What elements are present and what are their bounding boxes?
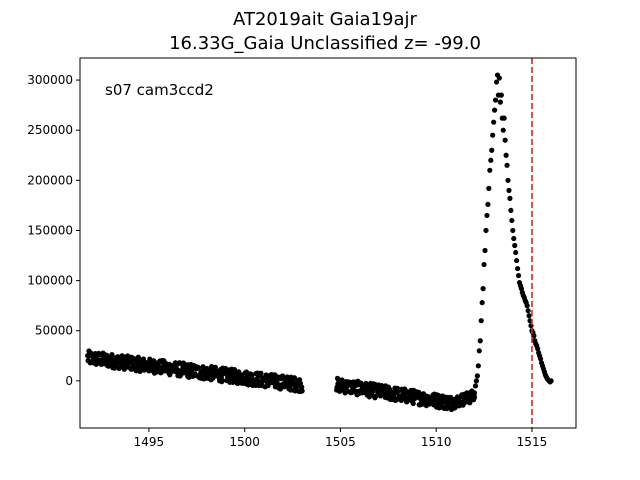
data-point: [510, 227, 516, 234]
data-point: [548, 378, 554, 384]
data-point: [505, 177, 511, 183]
y-axis: 0 50000 100000 150000 200000 250000 300000: [27, 73, 80, 388]
data-point: [258, 370, 264, 376]
data-point: [515, 272, 522, 279]
data-point: [492, 97, 499, 103]
data-point: [195, 365, 201, 371]
data-point: [477, 338, 483, 344]
data-point: [489, 147, 495, 153]
y-tick-label: 50000: [35, 324, 73, 338]
data-point: [524, 303, 530, 309]
data-point: [352, 388, 358, 394]
data-point: [514, 265, 521, 272]
data-point: [535, 346, 541, 352]
data-point: [339, 377, 345, 383]
data-point: [219, 377, 225, 383]
data-point: [497, 99, 503, 105]
data-point: [479, 300, 485, 306]
data-point: [525, 308, 531, 314]
data-point: [514, 257, 520, 264]
data-point: [508, 207, 514, 214]
x-tick-label: 1505: [325, 435, 356, 449]
chart-title-line-1: AT2019ait Gaia19ajr: [233, 9, 417, 30]
data-point: [473, 378, 480, 384]
sector-annotation: s07 cam3ccd2: [105, 81, 214, 99]
data-point: [490, 132, 496, 138]
data-point: [511, 235, 517, 242]
data-point: [503, 152, 509, 158]
data-point: [512, 242, 518, 249]
data-point: [528, 323, 534, 329]
data-point: [475, 363, 481, 369]
data-point: [526, 313, 532, 319]
data-point: [485, 201, 491, 207]
x-axis: 1495 1500 1505 1510 1515: [134, 428, 548, 449]
data-point: [471, 394, 478, 400]
x-tick-label: 1495: [134, 435, 165, 449]
y-tick-label: 0: [65, 374, 73, 388]
data-point: [483, 227, 489, 234]
data-point: [492, 107, 498, 113]
y-tick-label: 200000: [27, 173, 73, 187]
data-point: [291, 375, 298, 381]
x-tick-label: 1510: [421, 435, 452, 449]
data-point: [212, 364, 218, 370]
y-tick-label: 250000: [27, 123, 73, 137]
data-point: [487, 167, 493, 173]
data-point: [500, 127, 506, 133]
data-point: [480, 286, 486, 292]
data-point: [476, 348, 482, 354]
plot-frame: [79, 57, 577, 429]
data-point: [478, 318, 484, 324]
data-point: [537, 356, 544, 362]
data-point: [502, 137, 508, 143]
data-point: [109, 352, 115, 358]
y-tick-label: 300000: [27, 73, 73, 87]
data-point: [474, 373, 480, 379]
data-point: [496, 75, 502, 81]
x-tick-label: 1515: [517, 435, 548, 449]
data-point: [491, 119, 497, 125]
data-point: [299, 384, 305, 390]
data-point: [509, 217, 515, 224]
data-point: [482, 247, 488, 254]
data-point: [488, 157, 494, 163]
data-point: [507, 195, 513, 201]
data-point: [506, 187, 512, 193]
data-point: [498, 92, 504, 98]
data-point: [518, 286, 525, 292]
data-point: [416, 389, 422, 395]
chart-title-line-2: 16.33G_Gaia Unclassified z= -99.0: [169, 33, 481, 54]
x-tick-label: 1500: [229, 435, 260, 449]
data-point: [504, 162, 510, 168]
data-point: [133, 368, 139, 374]
data-points: [85, 72, 554, 413]
data-point: [471, 390, 478, 396]
data-point: [481, 261, 487, 268]
data-point: [279, 373, 286, 379]
data-point: [410, 400, 416, 407]
data-point: [513, 249, 519, 256]
data-point: [151, 358, 157, 364]
y-tick-label: 150000: [27, 223, 73, 237]
data-point: [299, 388, 305, 394]
data-point: [484, 212, 490, 219]
data-point: [501, 115, 507, 121]
data-point: [472, 383, 479, 389]
plot-area: s07 cam3ccd2: [79, 57, 577, 429]
data-point: [486, 185, 492, 191]
data-point: [493, 79, 500, 85]
y-tick-label: 100000: [27, 274, 73, 288]
